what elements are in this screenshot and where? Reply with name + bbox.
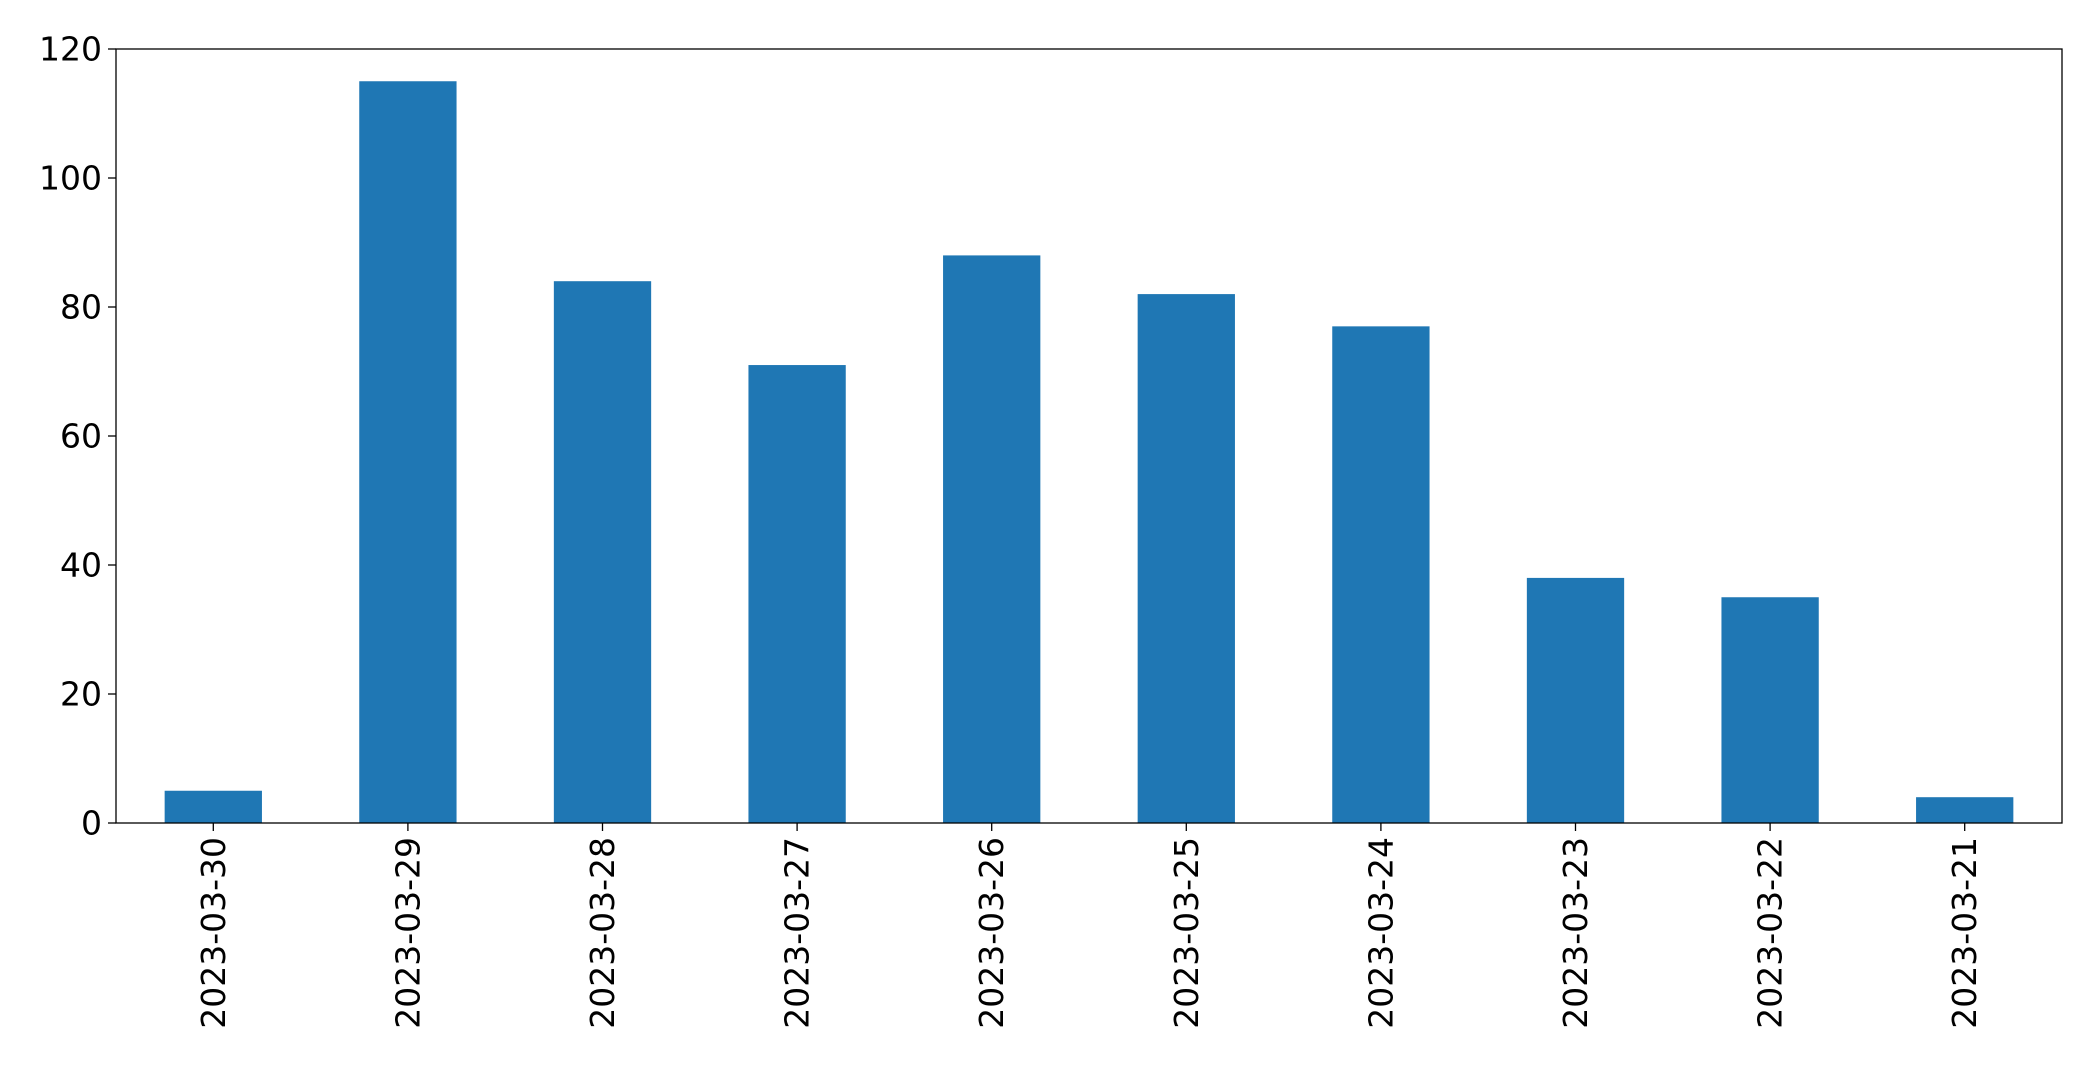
bar-2023-03-30 [164, 790, 262, 823]
y-tick-label-0: 0 [81, 804, 102, 843]
y-tick-label-40: 40 [60, 546, 102, 585]
x-tick-label-2023-03-24: 2023-03-24 [1361, 837, 1400, 1029]
x-tick-label-2023-03-23: 2023-03-23 [1556, 837, 1595, 1029]
x-axis: 2023-03-30 2023-03-29 2023-03-28 2023-03-27… [194, 823, 1984, 1029]
bars-layer [164, 81, 2014, 824]
x-tick-label-2023-03-25: 2023-03-25 [1167, 837, 1206, 1029]
y-tick-label-80: 80 [60, 288, 102, 327]
y-axis: 0 20 40 60 80 100 120 [39, 30, 116, 843]
y-tick-label-100: 100 [39, 159, 102, 198]
bar-2023-03-21 [1916, 797, 2014, 823]
bar-2023-03-24 [1332, 326, 1430, 823]
x-tick-label-2023-03-29: 2023-03-29 [388, 837, 427, 1029]
bar-2023-03-25 [1137, 294, 1235, 824]
x-tick-label-2023-03-21: 2023-03-21 [1945, 837, 1984, 1029]
bar-2023-03-28 [553, 281, 652, 823]
y-tick-label-60: 60 [60, 417, 102, 456]
bar-2023-03-23 [1526, 577, 1625, 823]
x-tick-label-2023-03-22: 2023-03-22 [1751, 837, 1790, 1029]
y-tick-label-120: 120 [39, 30, 102, 69]
x-tick-label-2023-03-30: 2023-03-30 [194, 837, 233, 1029]
y-tick-label-20: 20 [60, 675, 102, 714]
x-tick-label-2023-03-26: 2023-03-26 [972, 837, 1011, 1029]
bar-2023-03-22 [1721, 597, 1819, 823]
x-tick-label-2023-03-27: 2023-03-27 [778, 837, 817, 1029]
bar-2023-03-26 [943, 255, 1041, 823]
bar-2023-03-29 [359, 81, 457, 823]
bar-2023-03-27 [748, 365, 846, 823]
x-tick-label-2023-03-28: 2023-03-28 [583, 837, 622, 1029]
